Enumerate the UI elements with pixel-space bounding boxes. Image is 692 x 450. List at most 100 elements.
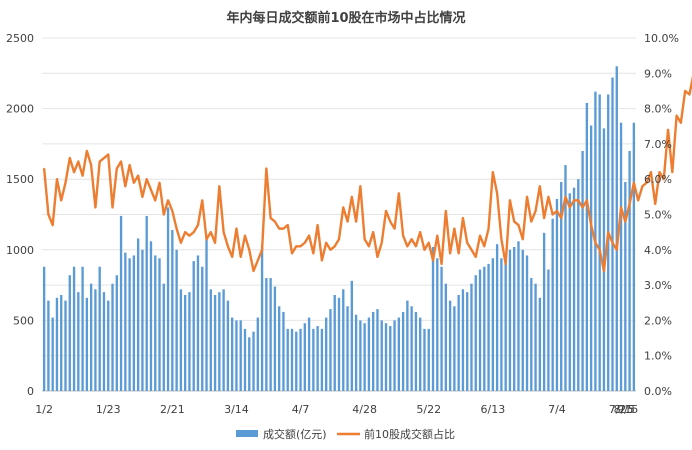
line-point <box>193 231 195 233</box>
line-point <box>223 231 225 233</box>
bar <box>406 301 408 391</box>
line-point <box>372 231 374 233</box>
line-point <box>78 161 80 163</box>
line-point <box>295 245 297 247</box>
line-point <box>150 189 152 191</box>
line-point <box>65 182 67 184</box>
line-point <box>172 210 174 212</box>
line-point <box>402 235 404 237</box>
bar <box>556 199 558 391</box>
line-point <box>552 214 554 216</box>
bar <box>551 219 553 391</box>
line-point <box>146 178 148 180</box>
line-point <box>43 168 45 170</box>
bar <box>124 253 126 391</box>
bar <box>269 278 271 391</box>
bar <box>128 258 130 391</box>
x-tick-label: 5/22 <box>416 403 441 416</box>
line-point <box>436 235 438 237</box>
bar <box>385 323 387 391</box>
line-point <box>642 185 644 187</box>
bar <box>210 289 212 391</box>
bar <box>107 301 109 391</box>
line-point <box>633 182 635 184</box>
line-point <box>184 231 186 233</box>
line-point <box>291 253 293 255</box>
line-point <box>466 242 468 244</box>
line-point <box>505 263 507 265</box>
x-tick-label: 6/13 <box>480 403 505 416</box>
bar <box>316 326 318 391</box>
bar <box>342 289 344 391</box>
line-point <box>620 207 622 209</box>
bar <box>240 320 242 391</box>
line-point <box>107 154 109 156</box>
bar <box>205 239 207 391</box>
line-point <box>103 157 105 159</box>
bar <box>103 292 105 391</box>
line-point <box>424 249 426 251</box>
line-point <box>210 231 212 233</box>
line-point <box>176 228 178 230</box>
bar <box>244 329 246 391</box>
y-right-tick-label: 5.0% <box>644 209 672 222</box>
bar <box>487 264 489 391</box>
line-point <box>112 207 114 209</box>
bar <box>299 329 301 391</box>
bar <box>479 270 481 391</box>
bar <box>393 320 395 391</box>
line-point <box>338 238 340 240</box>
line-point <box>428 242 430 244</box>
bar <box>509 250 511 391</box>
bar <box>158 258 160 391</box>
bar <box>351 281 353 391</box>
line-point <box>501 238 503 240</box>
bar <box>111 284 113 391</box>
bar <box>60 295 62 391</box>
bar <box>496 244 498 391</box>
bar <box>359 320 361 391</box>
line-point <box>548 196 550 198</box>
bar <box>193 261 195 391</box>
line-point <box>458 253 460 255</box>
line-point <box>654 203 656 205</box>
bar <box>398 318 400 391</box>
bar <box>227 301 229 391</box>
line-point <box>625 221 627 223</box>
bar <box>599 94 601 391</box>
line-point <box>90 164 92 166</box>
bar <box>295 332 297 391</box>
bar <box>363 323 365 391</box>
line-point <box>689 94 691 96</box>
line-point <box>590 224 592 226</box>
line-point <box>163 214 165 216</box>
y-right-tick-label: 0.0% <box>644 385 672 398</box>
bar <box>261 244 263 391</box>
bar <box>504 255 506 391</box>
line-point <box>483 245 485 247</box>
line-point <box>154 200 156 202</box>
bar <box>586 103 588 391</box>
line-point <box>543 217 545 219</box>
bar <box>52 318 54 391</box>
bar <box>133 255 135 391</box>
line-point <box>441 263 443 265</box>
line-point <box>125 185 127 187</box>
line-point <box>539 185 541 187</box>
bar <box>287 329 289 391</box>
bar <box>146 216 148 391</box>
bar <box>64 301 66 391</box>
bar <box>86 298 88 391</box>
bar <box>500 258 502 391</box>
bar <box>547 270 549 391</box>
line-point <box>462 217 464 219</box>
x-tick-label: 4/7 <box>292 403 310 416</box>
line-point <box>411 238 413 240</box>
bar <box>475 275 477 391</box>
line-point <box>73 171 75 173</box>
line-point <box>582 207 584 209</box>
bar <box>73 267 75 391</box>
line-point <box>607 231 609 233</box>
bar <box>470 284 472 391</box>
